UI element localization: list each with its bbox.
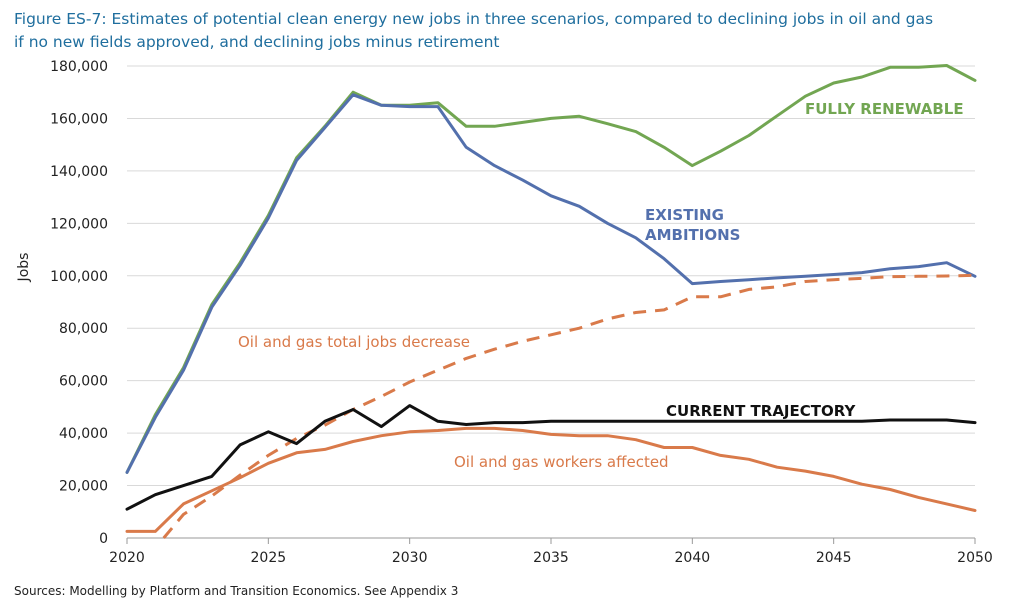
series-line-1 bbox=[125, 93, 977, 474]
annotation-label: Oil and gas workers affected bbox=[454, 453, 669, 471]
annotation-label: EXISTING bbox=[645, 206, 724, 224]
source-note: Sources: Modelling by Platform and Trans… bbox=[14, 584, 459, 598]
annotation-label: Oil and gas total jobs decrease bbox=[238, 333, 470, 351]
x-tick-label: 2050 bbox=[957, 550, 993, 566]
y-tick-label: 60,000 bbox=[59, 374, 108, 390]
y-tick-label: 80,000 bbox=[59, 321, 108, 337]
series-lines bbox=[125, 64, 977, 539]
y-tick-label: 0 bbox=[99, 531, 108, 547]
y-axis-label: Jobs bbox=[16, 253, 32, 283]
annotation-label: FULLY RENEWABLE bbox=[805, 100, 964, 118]
series-line-3 bbox=[125, 404, 977, 511]
series-annotations: FULLY RENEWABLE EXISTING AMBITIONS Oil and … bbox=[238, 100, 964, 471]
x-tick-label: 2025 bbox=[251, 550, 287, 566]
x-tick-label: 2045 bbox=[816, 550, 852, 566]
x-axis-ticks: 2020 2025 2030 2035 2040 2045 2050 bbox=[109, 538, 993, 566]
title-line-1: Figure ES-7: Estimates of potential clea… bbox=[14, 10, 934, 28]
title-line-2: if no new fields approved, and declining… bbox=[14, 33, 500, 51]
x-tick-label: 2040 bbox=[675, 550, 711, 566]
annotation-label: AMBITIONS bbox=[645, 226, 740, 244]
y-tick-label: 20,000 bbox=[59, 479, 108, 495]
chart-title: Figure ES-7: Estimates of potential clea… bbox=[14, 8, 1014, 54]
x-tick-label: 2030 bbox=[392, 550, 428, 566]
x-tick-label: 2020 bbox=[109, 550, 145, 566]
y-tick-label: 100,000 bbox=[50, 269, 108, 285]
x-tick-label: 2035 bbox=[533, 550, 569, 566]
y-axis-ticks: 0 20,000 40,000 60,000 80,000 100,000 120,000 1… bbox=[50, 59, 108, 547]
y-tick-label: 120,000 bbox=[50, 216, 108, 232]
y-tick-label: 180,000 bbox=[50, 59, 108, 75]
y-tick-label: 140,000 bbox=[50, 164, 108, 180]
y-tick-label: 40,000 bbox=[59, 426, 108, 442]
annotation-label: CURRENT TRAJECTORY bbox=[666, 402, 856, 420]
y-tick-label: 160,000 bbox=[50, 111, 108, 127]
series-line-4 bbox=[125, 426, 977, 533]
